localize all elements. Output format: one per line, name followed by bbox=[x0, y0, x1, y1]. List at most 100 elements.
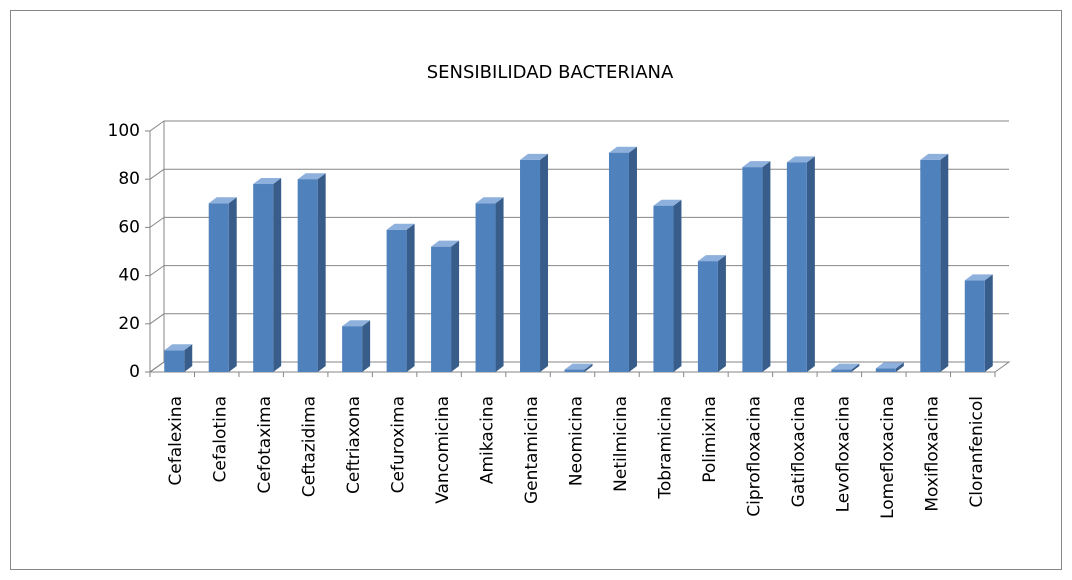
bar-top bbox=[164, 344, 193, 351]
bar-top bbox=[431, 240, 460, 247]
bar bbox=[297, 179, 318, 372]
x-tick-label: Moxifloxacina bbox=[922, 396, 942, 512]
grid-line-side bbox=[149, 168, 165, 180]
bar bbox=[564, 369, 585, 372]
bar-side bbox=[273, 178, 282, 372]
bar-group bbox=[520, 153, 549, 372]
x-tick-label: Cefuroxima bbox=[389, 396, 409, 493]
bar bbox=[164, 350, 185, 372]
bar-top bbox=[742, 161, 771, 168]
bar-top bbox=[342, 320, 371, 327]
bar-top bbox=[831, 363, 860, 370]
bar bbox=[786, 162, 807, 372]
bar bbox=[831, 369, 852, 372]
bar-side bbox=[317, 173, 326, 372]
x-tick-label: Amikacina bbox=[478, 396, 498, 484]
bar bbox=[875, 368, 896, 372]
x-tick-label: Cefalotina bbox=[211, 396, 231, 482]
bar-top bbox=[964, 274, 993, 281]
bar bbox=[964, 280, 985, 372]
bar-side bbox=[184, 344, 193, 372]
x-tick-label: Lomefloxacina bbox=[878, 396, 898, 519]
bar-group bbox=[475, 197, 504, 372]
bar bbox=[208, 203, 229, 372]
bar-side bbox=[762, 161, 771, 372]
bar-side bbox=[406, 223, 415, 372]
bar-group bbox=[742, 161, 771, 372]
x-tick-label: Tobramicina bbox=[655, 396, 675, 500]
y-tick-label: 40 bbox=[118, 266, 140, 286]
x-tick-label: Vancomicina bbox=[433, 396, 453, 504]
bar-side bbox=[628, 146, 637, 372]
bar-top bbox=[297, 173, 326, 180]
x-tick-label: Cefotaxima bbox=[255, 396, 275, 494]
bar-top bbox=[920, 153, 949, 160]
bar-side bbox=[806, 156, 815, 372]
bar bbox=[253, 184, 274, 372]
bar-group bbox=[875, 362, 904, 372]
bar-group bbox=[920, 153, 949, 372]
bar-top bbox=[697, 255, 726, 262]
bar-group bbox=[831, 363, 860, 372]
y-tick-label: 20 bbox=[118, 314, 140, 334]
bar-side bbox=[584, 363, 593, 372]
bar bbox=[920, 159, 941, 372]
y-tick-label: 0 bbox=[129, 362, 140, 382]
bar-side bbox=[228, 197, 237, 372]
bar-group bbox=[697, 255, 726, 372]
bar-group bbox=[431, 240, 460, 372]
grid-line-side bbox=[149, 120, 165, 132]
bar-side bbox=[940, 153, 949, 372]
x-tick-label: Cefalexina bbox=[166, 396, 186, 486]
bar-side bbox=[717, 255, 726, 372]
grid-line-side bbox=[149, 361, 165, 373]
bar-top bbox=[475, 197, 504, 204]
bar-side bbox=[451, 240, 460, 372]
bar-side bbox=[540, 153, 549, 372]
chart-title: SENSIBILIDAD BACTERIANA bbox=[427, 62, 674, 83]
bar-top bbox=[786, 156, 815, 163]
bar-side bbox=[984, 274, 993, 372]
bar-side bbox=[362, 320, 371, 372]
bar-top bbox=[564, 363, 593, 370]
bar-top bbox=[386, 223, 415, 230]
bar-side bbox=[673, 199, 682, 372]
bar-group bbox=[653, 199, 682, 372]
y-tick-label: 80 bbox=[118, 169, 140, 189]
bar bbox=[431, 246, 452, 372]
bar-group bbox=[564, 363, 593, 372]
bar bbox=[697, 261, 718, 372]
bar-group bbox=[342, 320, 371, 372]
bar-group bbox=[964, 274, 993, 372]
bar-top bbox=[208, 197, 237, 204]
bar-group bbox=[608, 146, 637, 372]
grid-line-side bbox=[149, 216, 165, 228]
x-tick-label: Levofloxacina bbox=[833, 396, 853, 512]
bar-top bbox=[875, 362, 904, 369]
bar-top bbox=[253, 178, 282, 185]
bar-group bbox=[386, 223, 415, 372]
bar-side bbox=[895, 362, 904, 372]
bar-top bbox=[520, 153, 549, 160]
grid-line-side bbox=[149, 265, 165, 277]
bar bbox=[608, 152, 629, 372]
bar-top bbox=[653, 199, 682, 206]
x-tick-label: Ceftazidima bbox=[300, 396, 320, 497]
bar bbox=[342, 326, 363, 372]
y-tick-label: 100 bbox=[108, 121, 140, 141]
bar-group bbox=[297, 173, 326, 372]
y-tick-label: 60 bbox=[118, 217, 140, 237]
bar bbox=[475, 203, 496, 372]
bar bbox=[653, 205, 674, 372]
x-tick-label: Gatifloxacina bbox=[789, 396, 809, 507]
bar-group bbox=[208, 197, 237, 372]
x-tick-label: Neomicina bbox=[567, 396, 587, 486]
x-tick-label: Gentamicina bbox=[522, 396, 542, 504]
x-tick-label: Netilmicina bbox=[611, 396, 631, 492]
x-tick-label: Cloranfenicol bbox=[967, 396, 987, 508]
bar-side bbox=[495, 197, 504, 372]
bar-group bbox=[164, 344, 193, 372]
grid-line-side bbox=[149, 313, 165, 325]
bar bbox=[742, 167, 763, 372]
